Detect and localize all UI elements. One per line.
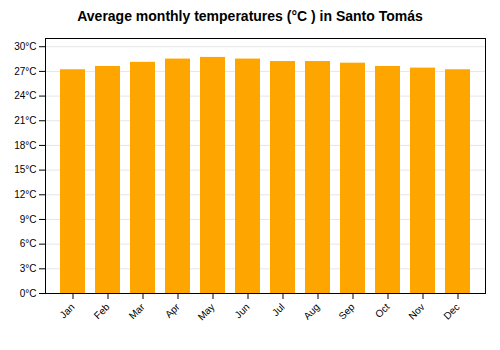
svg-text:24°C: 24°C [14, 90, 36, 101]
svg-text:May: May [196, 301, 217, 322]
svg-text:Mar: Mar [127, 301, 147, 321]
svg-text:30°C: 30°C [14, 41, 36, 52]
svg-text:Jul: Jul [270, 301, 287, 318]
svg-text:Feb: Feb [92, 301, 112, 321]
svg-text:Sep: Sep [336, 301, 357, 322]
svg-text:27°C: 27°C [14, 66, 36, 77]
svg-text:15°C: 15°C [14, 164, 36, 175]
svg-text:Jan: Jan [57, 301, 76, 320]
svg-text:0°C: 0°C [20, 288, 37, 299]
svg-text:Dec: Dec [441, 301, 461, 321]
svg-text:9°C: 9°C [20, 214, 37, 225]
svg-text:Oct: Oct [373, 301, 392, 320]
svg-text:Apr: Apr [163, 301, 182, 320]
svg-text:6°C: 6°C [20, 238, 37, 249]
svg-text:21°C: 21°C [14, 115, 36, 126]
svg-text:Nov: Nov [406, 301, 426, 321]
svg-text:Jun: Jun [232, 301, 251, 320]
svg-text:3°C: 3°C [20, 263, 37, 274]
svg-text:12°C: 12°C [14, 189, 36, 200]
html-text:Average monthly temperatures (: Average monthly temperatures (°C ) in Sa… [77, 8, 423, 24]
svg-text:Aug: Aug [301, 301, 321, 321]
svg-text:18°C: 18°C [14, 140, 36, 151]
